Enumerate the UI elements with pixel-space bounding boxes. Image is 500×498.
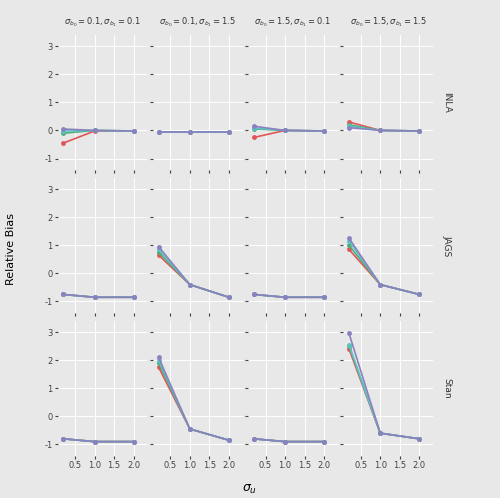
Text: $\sigma_{b_0}=1.5, \sigma_{b_1}=0.1$: $\sigma_{b_0}=1.5, \sigma_{b_1}=0.1$ <box>254 15 332 29</box>
Text: $\sigma_{b_0}=0.1, \sigma_{b_1}=1.5$: $\sigma_{b_0}=0.1, \sigma_{b_1}=1.5$ <box>159 15 236 29</box>
Text: Relative Bias: Relative Bias <box>6 213 16 285</box>
Text: JAGS: JAGS <box>442 235 451 256</box>
Text: $\sigma_{b_0}=1.5, \sigma_{b_1}=1.5$: $\sigma_{b_0}=1.5, \sigma_{b_1}=1.5$ <box>350 15 426 29</box>
Text: Stan: Stan <box>442 378 451 398</box>
Text: $\sigma_u$: $\sigma_u$ <box>242 483 258 496</box>
Text: $\sigma_{b_0}=0.1, \sigma_{b_1}=0.1$: $\sigma_{b_0}=0.1, \sigma_{b_1}=0.1$ <box>64 15 141 29</box>
Text: INLA: INLA <box>442 92 451 113</box>
